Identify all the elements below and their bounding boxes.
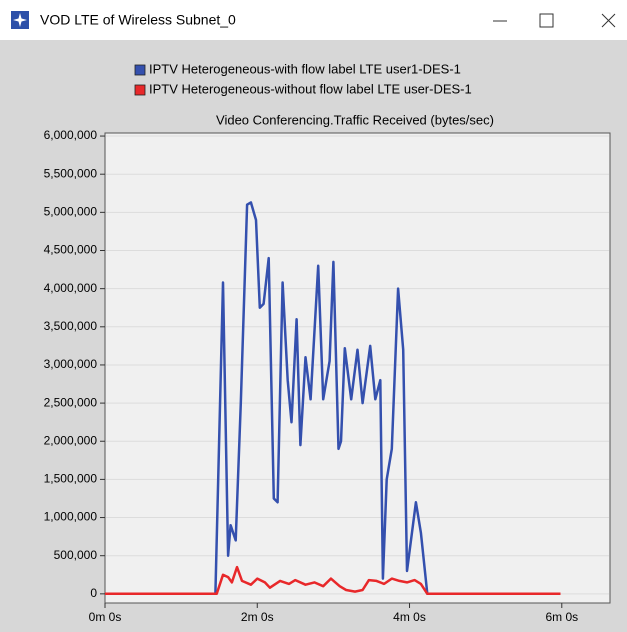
y-tick-label: 5,500,000 [44, 166, 98, 180]
legend-swatch [134, 84, 146, 96]
title-bar [0, 0, 627, 40]
legend-label: IPTV Heterogeneous-with flow label LTE u… [149, 61, 461, 76]
x-tick-label: 4m 0s [393, 610, 426, 624]
close-button[interactable] [601, 13, 616, 28]
legend-swatch [134, 64, 146, 76]
plot-area [104, 132, 611, 604]
x-tick-label: 2m 0s [241, 610, 274, 624]
y-tick-label: 1,500,000 [44, 472, 98, 486]
x-tick-label: 6m 0s [545, 610, 578, 624]
y-tick-label: 2,000,000 [44, 433, 98, 447]
y-tick-label: 2,500,000 [44, 395, 98, 409]
series-line [105, 201, 561, 596]
series-line [105, 565, 561, 596]
window-title: VOD LTE of Wireless Subnet_0 [40, 12, 236, 28]
y-tick-label: 4,500,000 [44, 243, 98, 257]
x-tick-label: 0m 0s [89, 610, 122, 624]
y-tick-label: 500,000 [54, 548, 98, 562]
chart-title: Video Conferencing.Traffic Received (byt… [216, 112, 494, 127]
y-tick-label: 6,000,000 [44, 128, 98, 142]
y-tick-label: 3,000,000 [44, 357, 98, 371]
app-icon-star [13, 13, 27, 27]
y-tick-label: 0 [90, 586, 97, 600]
y-tick-label: 3,500,000 [44, 319, 98, 333]
legend-label: IPTV Heterogeneous-without flow label LT… [149, 81, 472, 96]
y-tick-label: 4,000,000 [44, 281, 98, 295]
maximize-button[interactable] [539, 13, 554, 28]
y-tick-label: 1,000,000 [44, 510, 98, 524]
y-tick-label: 5,000,000 [44, 205, 98, 219]
